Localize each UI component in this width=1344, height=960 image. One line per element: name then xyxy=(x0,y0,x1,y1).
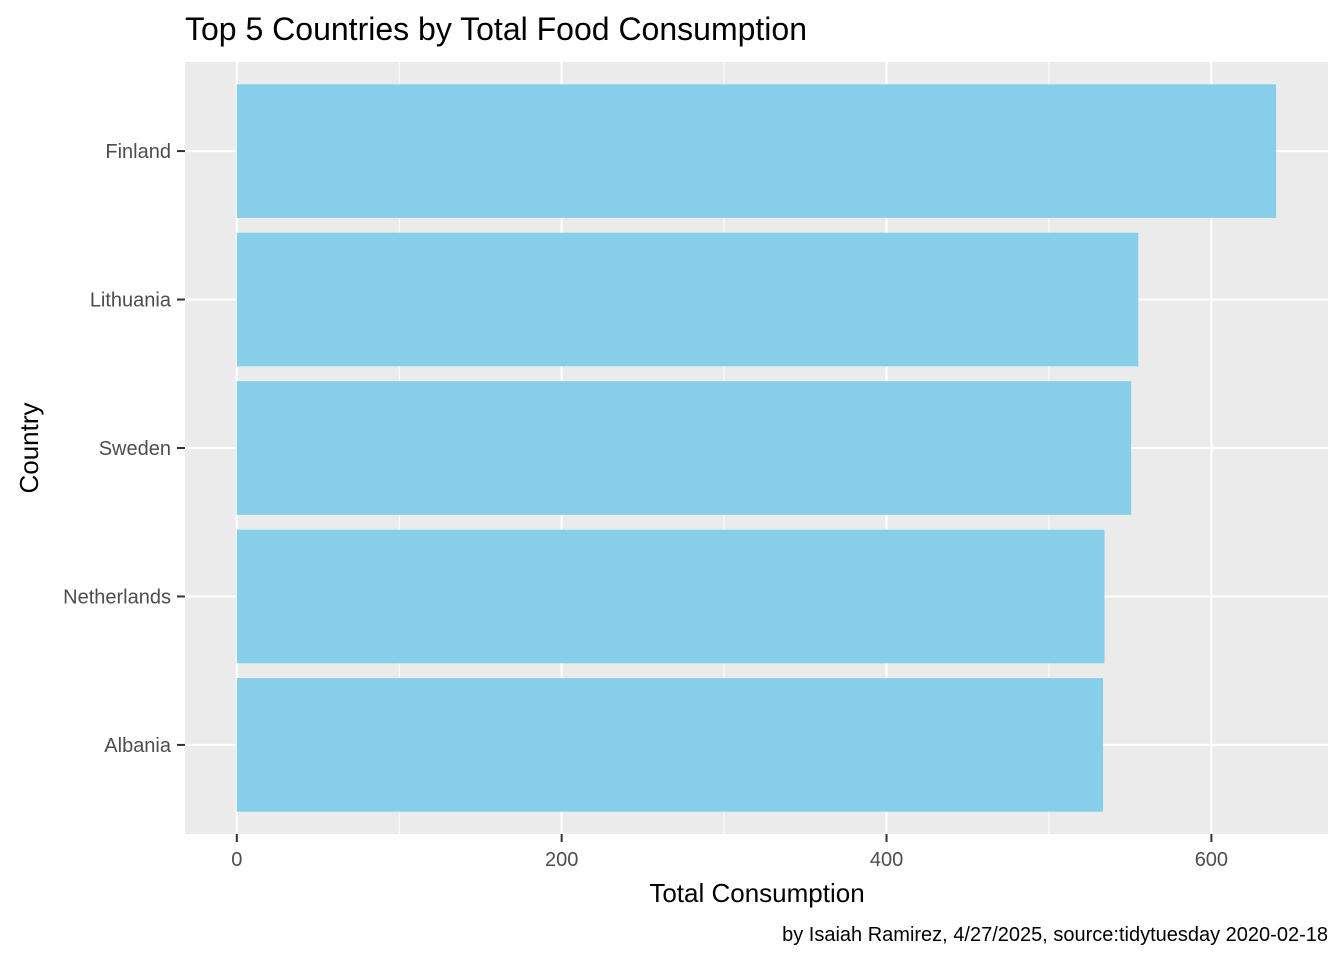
bar xyxy=(236,678,1104,812)
y-axis: Finland Lithuania Sweden Netherlands Albania xyxy=(63,141,185,757)
y-tick-label: Albania xyxy=(104,735,172,757)
chart-caption: by Isaiah Ramirez, 4/27/2025, source:tid… xyxy=(782,924,1328,946)
y-tick-label: Lithuania xyxy=(90,290,172,312)
y-tick-label: Netherlands xyxy=(63,586,171,608)
y-axis-title: Country xyxy=(14,402,44,493)
x-axis-title: Total Consumption xyxy=(649,878,864,908)
bar xyxy=(236,381,1132,515)
bar xyxy=(236,529,1105,664)
x-tick-label: 200 xyxy=(545,849,578,871)
chart-title: Top 5 Countries by Total Food Consumptio… xyxy=(185,11,807,47)
y-tick-label: Sweden xyxy=(99,438,171,460)
bars xyxy=(236,84,1277,812)
bar xyxy=(236,84,1277,218)
x-tick-label: 400 xyxy=(870,849,903,871)
bar xyxy=(236,232,1139,367)
x-axis: 0 200 400 600 xyxy=(231,834,1228,871)
y-tick-label: Finland xyxy=(105,141,171,163)
x-tick-label: 0 xyxy=(231,849,242,871)
x-tick-label: 600 xyxy=(1195,849,1228,871)
